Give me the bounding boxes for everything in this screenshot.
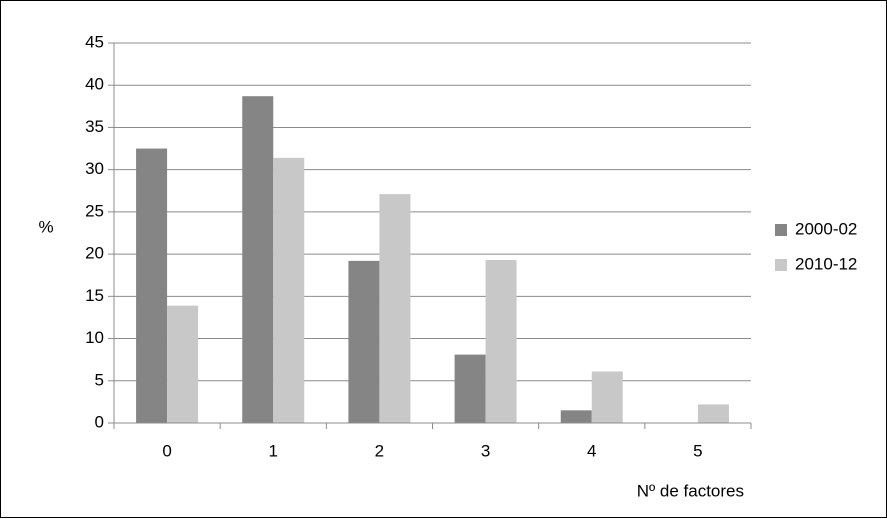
y-tick-label: 0	[95, 412, 104, 431]
x-tick-label: 4	[587, 441, 596, 460]
bar	[242, 96, 274, 423]
bar	[348, 260, 380, 423]
y-tick-label: 35	[85, 117, 104, 136]
x-tick-label: 5	[693, 441, 702, 460]
gridlines	[108, 42, 751, 424]
y-tick-label: 15	[85, 286, 104, 305]
x-tick-labels: 0 1 2 3 4 5	[162, 441, 702, 460]
legend: 2000-02 2010-12	[775, 219, 857, 273]
y-axis-title: %	[38, 217, 53, 236]
y-tick-label: 30	[85, 159, 104, 178]
y-tick-label: 10	[85, 328, 104, 347]
legend-swatch	[775, 259, 787, 271]
y-tick-label: 25	[85, 201, 104, 220]
legend-swatch	[775, 224, 787, 236]
y-tick-label: 5	[95, 370, 104, 389]
bar	[485, 260, 517, 423]
x-tick-label: 0	[162, 441, 171, 460]
y-tick-label: 45	[85, 32, 104, 51]
y-tick-label: 40	[85, 75, 104, 94]
x-tick-label: 2	[375, 441, 384, 460]
bar	[454, 354, 486, 423]
x-tick-label: 1	[269, 441, 278, 460]
y-tick-labels: 0 5 10 15 20 25 30 35 40 45	[85, 32, 104, 431]
legend-label: 2010-12	[795, 254, 857, 273]
y-tick-label: 20	[85, 244, 104, 263]
bar	[379, 194, 411, 423]
bar	[167, 305, 199, 423]
bars	[136, 96, 729, 424]
bar	[560, 410, 592, 423]
bar	[591, 371, 623, 423]
legend-label: 2000-02	[795, 219, 857, 238]
bar	[273, 157, 305, 423]
x-axis	[113, 422, 752, 429]
x-axis-title: Nº de factores	[637, 481, 744, 500]
bar	[136, 148, 168, 424]
x-tick-label: 3	[481, 441, 490, 460]
bar	[697, 404, 729, 423]
